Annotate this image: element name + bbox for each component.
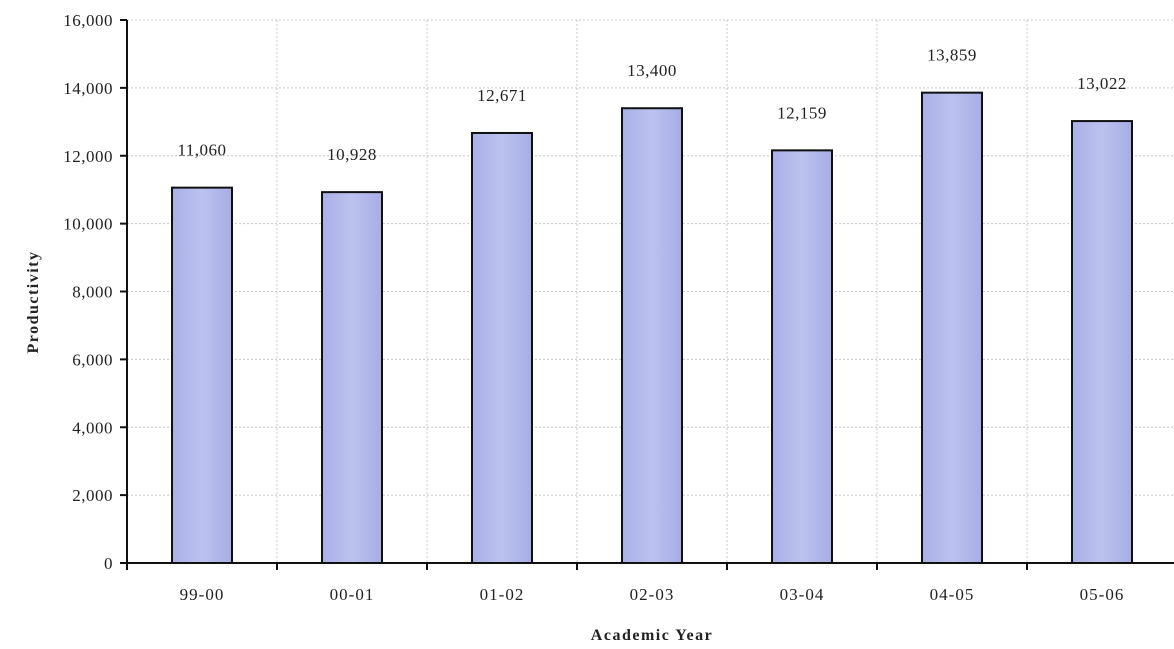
x-tick-label: 03-04 xyxy=(780,585,825,604)
y-tick-label: 2,000 xyxy=(72,486,113,505)
y-tick-label: 4,000 xyxy=(72,418,113,437)
bar-03-04 xyxy=(771,149,833,564)
bar-99-00 xyxy=(171,186,233,564)
x-axis-title: Academic Year xyxy=(591,627,713,644)
bar-04-05 xyxy=(921,91,983,564)
x-tick-label: 04-05 xyxy=(930,585,975,604)
x-tick-label: 02-03 xyxy=(630,585,675,604)
y-tick-label: 0 xyxy=(104,554,113,573)
y-axis-title: Productivity xyxy=(25,250,42,353)
data-label-99-00: 11,060 xyxy=(177,141,226,160)
data-label-01-02: 12,671 xyxy=(477,86,527,105)
y-tick-label: 8,000 xyxy=(72,283,113,302)
y-axis-ticks: 0 2,000 4,000 6,000 8,000 10,000 12,000 14,000 1… xyxy=(63,11,127,573)
y-tick-label: 10,000 xyxy=(63,215,113,234)
data-label-03-04: 12,159 xyxy=(777,103,827,122)
x-tick-label: 00-01 xyxy=(330,585,375,604)
x-axis-ticks: 99-00 00-01 01-02 02-03 03-04 04-05 05-06 xyxy=(126,563,1125,604)
data-label-05-06: 13,022 xyxy=(1077,74,1127,93)
bars xyxy=(171,91,1133,565)
x-tick-label: 99-00 xyxy=(180,585,225,604)
gridlines xyxy=(127,19,1174,563)
bar-05-06 xyxy=(1071,120,1133,564)
bar-00-01 xyxy=(321,191,383,564)
y-tick-label: 12,000 xyxy=(63,147,113,166)
bar-02-03 xyxy=(621,107,683,565)
data-label-00-01: 10,928 xyxy=(327,145,377,164)
x-tick-label: 05-06 xyxy=(1080,585,1125,604)
y-tick-label: 16,000 xyxy=(63,11,113,30)
data-label-04-05: 13,859 xyxy=(927,46,977,65)
data-labels: 11,060 10,928 12,671 13,400 12,159 13,859 13,0… xyxy=(177,46,1126,164)
bar-01-02 xyxy=(471,131,533,564)
x-tick-label: 01-02 xyxy=(480,585,525,604)
y-tick-label: 6,000 xyxy=(72,350,113,369)
y-tick-label: 14,000 xyxy=(63,79,113,98)
data-label-02-03: 13,400 xyxy=(627,61,677,80)
